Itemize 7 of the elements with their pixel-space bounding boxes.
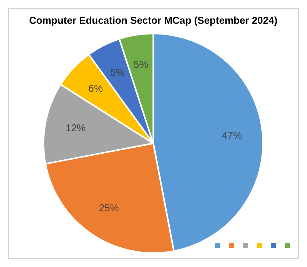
data-label: 12% (66, 123, 86, 134)
data-label: 25% (99, 204, 120, 215)
chart-title: Computer Education Sector MCap (September 2024) (29, 16, 278, 27)
data-label: 5% (110, 68, 125, 79)
data-label: 5% (134, 60, 148, 72)
data-label: 47% (222, 130, 242, 142)
data-label: 6% (88, 84, 104, 96)
